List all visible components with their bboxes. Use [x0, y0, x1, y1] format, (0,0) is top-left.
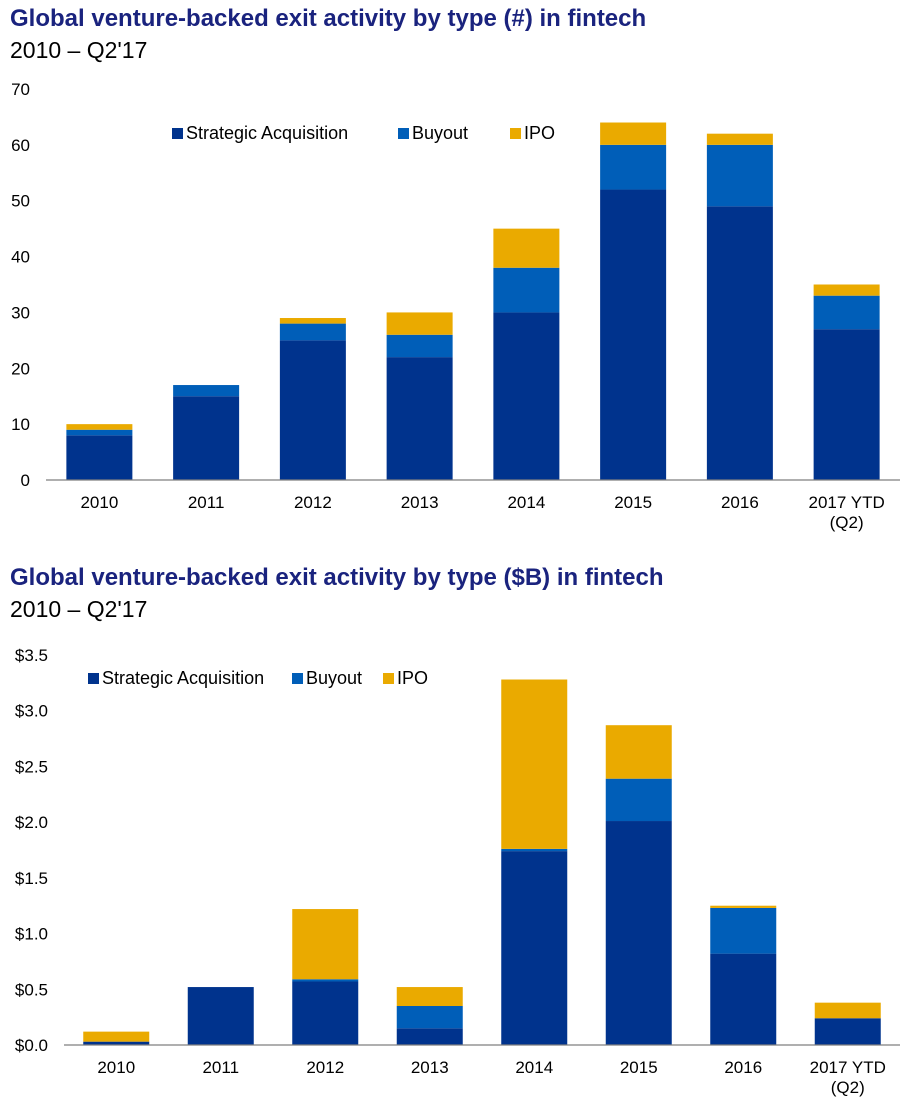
chart2-bar-2015-ipo	[605, 725, 672, 779]
chart1-xtick-label: 2016	[721, 493, 759, 512]
chart2-xtick-label: 2011	[202, 1058, 239, 1077]
chart2-bar-2015-buyout	[605, 778, 672, 822]
chart1-legend-label-strategic-acquisition: Strategic Acquisition	[186, 123, 348, 143]
chart1-bar-2012-ipo	[279, 318, 346, 324]
chart2-bar-2015-strategic-acquisition	[605, 821, 672, 1045]
chart2-bar-2010-strategic-acquisition	[83, 1041, 150, 1045]
chart2-ytick-label: $2.5	[15, 757, 48, 776]
chart1-bar-2012-buyout	[279, 323, 346, 341]
chart2-bar-2013-buyout	[396, 1006, 463, 1029]
chart2-bar-2011-strategic-acquisition	[187, 987, 254, 1045]
chart2-exit-value: $0.0 $0.5 $1.0 $1.5 $2.0 $2.5 $3.0 $3.5 2010 2011…	[15, 646, 900, 1097]
chart2-bar-2013-ipo	[396, 987, 463, 1006]
chart2-title: Global venture-backed exit activity by t…	[10, 564, 664, 591]
chart2-ytick-label: $3.0	[15, 702, 48, 721]
chart1-bar-2016-ipo	[706, 133, 773, 145]
chart2-legend-swatch-buyout	[292, 673, 303, 684]
chart1-xtick-label: 2017 YTD (Q2)	[809, 493, 885, 532]
chart2-ytick-label: $1.0	[15, 925, 48, 944]
chart2-ytick-label: $0.5	[15, 980, 48, 999]
chart2-bar-2012-ipo	[292, 909, 359, 980]
chart2-legend-label-buyout: Buyout	[306, 668, 362, 688]
chart2-subtitle: 2010 – Q2'17	[10, 596, 148, 622]
chart1-legend-swatch-ipo	[510, 128, 521, 139]
chart1-bar-2015-buyout	[600, 144, 667, 190]
chart2-bar-2017-ytd-ipo	[814, 1002, 881, 1019]
chart1-ytick-label: 50	[11, 192, 30, 211]
chart1-bar-2017-ytd-strategic-acquisition	[813, 329, 880, 480]
chart2-legend-swatch-ipo	[383, 673, 394, 684]
chart1-ytick-label: 30	[11, 303, 30, 322]
chart1-xtick-label: 2012	[294, 493, 332, 512]
chart1-ytick-label: 0	[21, 471, 30, 490]
chart1-xtick-label: 2010	[80, 493, 118, 512]
chart2-xtick-label: 2010	[97, 1058, 135, 1077]
chart2-xtick-label: 2014	[515, 1058, 553, 1077]
chart1-bar-2017-ytd-ipo	[813, 284, 880, 296]
chart1-bar-2015-strategic-acquisition	[600, 189, 667, 480]
chart1-bar-2015-ipo	[600, 122, 667, 145]
chart2-legend-swatch-strategic-acquisition	[88, 673, 99, 684]
chart2-bar-2012-buyout	[292, 979, 359, 982]
chart2-bar-2013-strategic-acquisition	[396, 1028, 463, 1045]
chart1-ytick-label: 20	[11, 359, 30, 378]
chart1-xtick-label: 2011	[188, 493, 225, 512]
chart2-xtick-label: 2015	[620, 1058, 658, 1077]
chart1-title: Global venture-backed exit activity by t…	[10, 5, 647, 32]
chart1-legend-label-buyout: Buyout	[412, 123, 468, 143]
chart2-xtick-label: 2017 YTD (Q2)	[810, 1058, 886, 1097]
chart1-legend-label-ipo: IPO	[524, 123, 555, 143]
chart2-bar-2014-strategic-acquisition	[501, 851, 568, 1045]
chart1-bar-2017-ytd-buyout	[813, 295, 880, 330]
chart1-subtitle: 2010 – Q2'17	[10, 37, 148, 63]
chart2-xtick-label: 2016	[724, 1058, 762, 1077]
chart2-legend-label-ipo: IPO	[397, 668, 428, 688]
chart2-bar-2016-ipo	[710, 905, 777, 908]
chart1-ytick-label: 60	[11, 136, 30, 155]
chart2-xtick-label: 2013	[411, 1058, 449, 1077]
chart1-bar-2014-strategic-acquisition	[493, 312, 560, 480]
chart1-bar-2013-strategic-acquisition	[386, 357, 453, 480]
chart2-bar-2014-ipo	[501, 679, 568, 849]
chart2-bar-2012-strategic-acquisition	[292, 981, 359, 1045]
chart1-bar-2012-strategic-acquisition	[279, 340, 346, 480]
chart2-bar-2010-ipo	[83, 1031, 150, 1042]
chart2-bar-2016-buyout	[710, 907, 777, 954]
chart1-bar-2014-buyout	[493, 267, 560, 313]
chart2-ytick-label: $1.5	[15, 869, 48, 888]
chart2-bar-2017-ytd-strategic-acquisition	[814, 1018, 881, 1045]
chart2-bar-2014-buyout	[501, 848, 568, 852]
chart1-ytick-label: 40	[11, 248, 30, 267]
chart2-ytick-label: $2.0	[15, 813, 48, 832]
chart1-bar-2013-buyout	[386, 334, 453, 358]
chart1-bar-2010-buyout	[66, 429, 133, 436]
chart1-bar-2010-strategic-acquisition	[66, 435, 133, 480]
chart1-bar-2014-ipo	[493, 228, 560, 268]
chart1-legend-swatch-strategic-acquisition	[172, 128, 183, 139]
chart2-ytick-label: $0.0	[15, 1036, 48, 1055]
chart1-bar-2016-strategic-acquisition	[706, 206, 773, 481]
chart2-legend-label-strategic-acquisition: Strategic Acquisition	[102, 668, 264, 688]
chart1-ytick-label: 70	[11, 80, 30, 99]
chart1-bar-2016-buyout	[706, 144, 773, 207]
chart1-bar-2011-strategic-acquisition	[173, 396, 240, 480]
chart1-ytick-label: 10	[11, 415, 30, 434]
chart1-exit-count: 0 10 20 30 40 50 60 70 2010 2011 2012 2013 2014 2015 2…	[11, 80, 900, 532]
chart1-bar-2013-ipo	[386, 312, 453, 335]
chart1-xtick-label: 2013	[401, 493, 439, 512]
chart2-bar-2016-strategic-acquisition	[710, 953, 777, 1045]
chart2-xtick-label: 2012	[306, 1058, 344, 1077]
chart1-bar-2011-buyout	[173, 385, 240, 397]
chart1-legend-swatch-buyout	[398, 128, 409, 139]
chart1-xtick-label: 2015	[614, 493, 652, 512]
chart2-ytick-label: $3.5	[15, 646, 48, 665]
chart1-xtick-label: 2014	[507, 493, 545, 512]
chart1-bar-2010-ipo	[66, 424, 133, 430]
